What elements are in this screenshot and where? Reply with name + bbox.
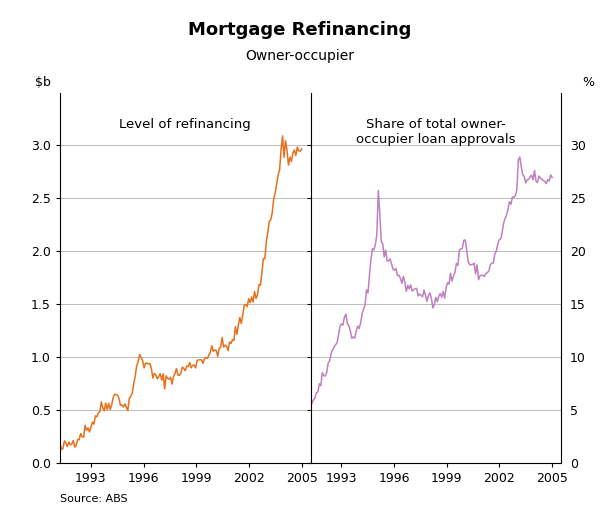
Text: $b: $b: [35, 76, 51, 89]
Text: Source: ABS: Source: ABS: [60, 494, 128, 504]
Text: Owner-occupier: Owner-occupier: [245, 49, 355, 63]
Text: %: %: [582, 76, 594, 89]
Text: Level of refinancing: Level of refinancing: [119, 118, 251, 132]
Text: Share of total owner-
occupier loan approvals: Share of total owner- occupier loan appr…: [356, 118, 515, 146]
Text: Mortgage Refinancing: Mortgage Refinancing: [188, 21, 412, 39]
